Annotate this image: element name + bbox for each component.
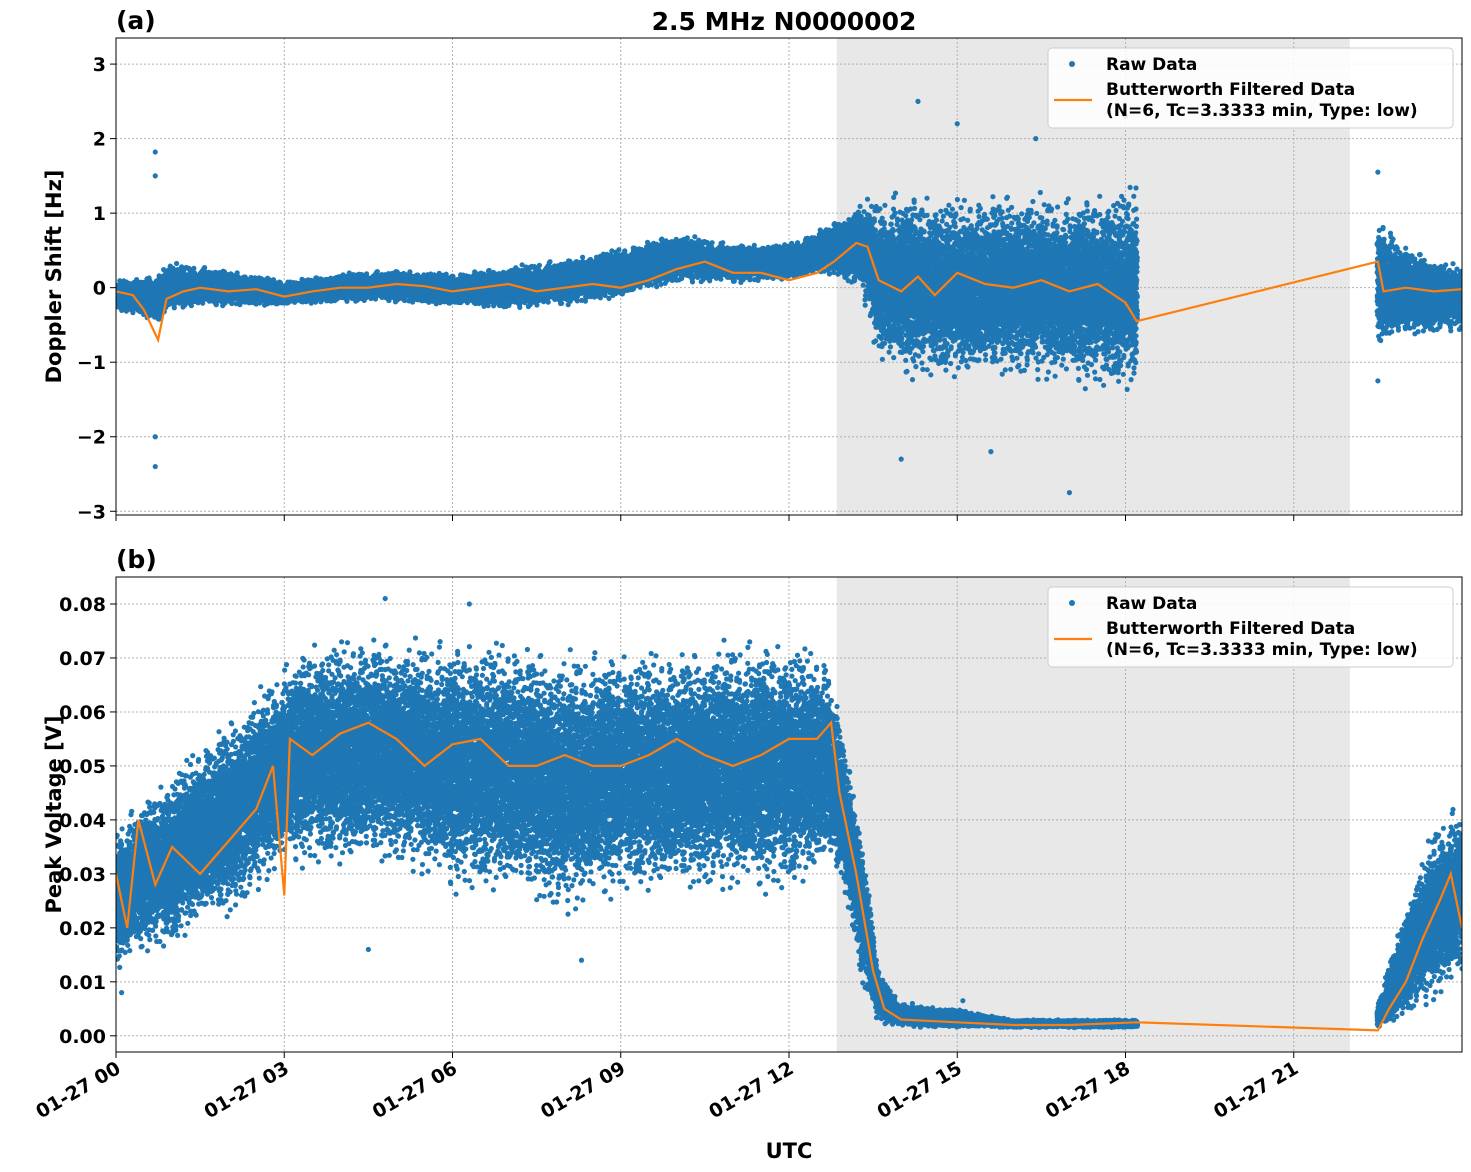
raw-data-point xyxy=(174,261,179,266)
x-axis-label: UTC xyxy=(766,1139,813,1163)
figure-title: 2.5 MHz N0000002 xyxy=(652,7,917,36)
raw-data-point xyxy=(202,265,207,270)
raw-data-point xyxy=(156,317,161,322)
raw-data-point xyxy=(191,266,196,271)
